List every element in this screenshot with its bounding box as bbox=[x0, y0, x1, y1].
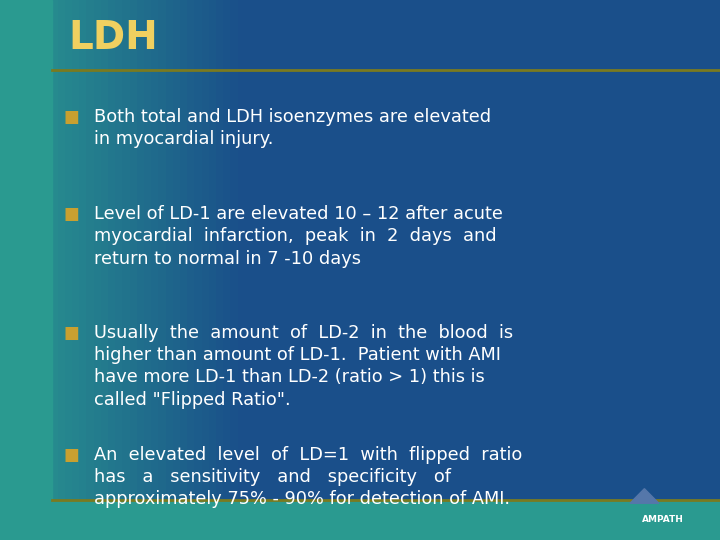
Text: Level of LD-1 are elevated 10 – 12 after acute
myocardial  infarction,  peak  in: Level of LD-1 are elevated 10 – 12 after… bbox=[94, 205, 503, 268]
Polygon shape bbox=[630, 489, 659, 503]
Text: ■: ■ bbox=[63, 324, 79, 342]
Text: ■: ■ bbox=[63, 205, 79, 223]
Text: ■: ■ bbox=[63, 108, 79, 126]
Bar bbox=[0, 500, 720, 540]
Bar bbox=[0, 0, 52, 540]
Text: AMPATH: AMPATH bbox=[642, 515, 684, 524]
Text: LDH: LDH bbox=[68, 19, 158, 57]
Text: Usually  the  amount  of  LD-2  in  the  blood  is
higher than amount of LD-1.  : Usually the amount of LD-2 in the blood … bbox=[94, 324, 513, 409]
Text: Both total and LDH isoenzymes are elevated
in myocardial injury.: Both total and LDH isoenzymes are elevat… bbox=[94, 108, 491, 148]
Text: An  elevated  level  of  LD=1  with  flipped  ratio
has   a   sensitivity   and : An elevated level of LD=1 with flipped r… bbox=[94, 446, 522, 508]
Text: ■: ■ bbox=[63, 446, 79, 463]
